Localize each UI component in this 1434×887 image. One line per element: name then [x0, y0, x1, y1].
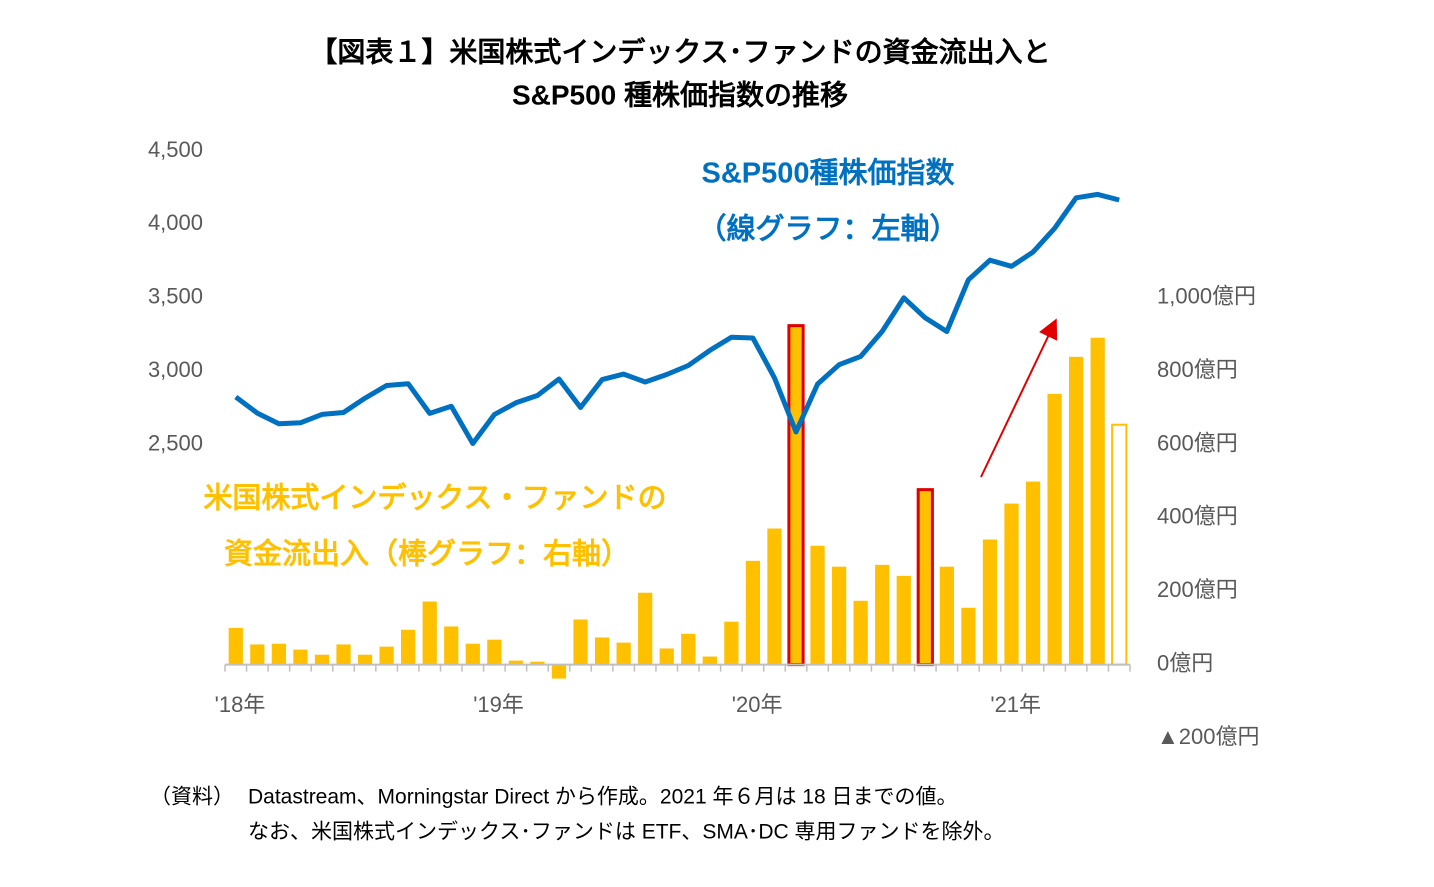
bar-annotation: 資金流出入（棒グラフ：右軸） — [224, 537, 630, 571]
source-text: Datastream、Morningstar Direct から作成。2021 … — [248, 786, 958, 809]
bar — [379, 646, 394, 665]
y2-tick-label: 200億円 — [1157, 577, 1238, 602]
bar — [939, 566, 954, 665]
bar — [487, 639, 502, 665]
bar — [787, 324, 805, 667]
bar-annotation: 米国株式インデックス・ファンドの — [203, 481, 666, 515]
bar — [573, 619, 588, 665]
y2-tick-label: 600億円 — [1157, 430, 1238, 455]
y2-tick-label: 0億円 — [1157, 650, 1213, 675]
line-annotation: （線グラフ：左軸） — [697, 212, 958, 246]
source-label: （資料） — [150, 786, 234, 809]
bar — [357, 654, 373, 665]
bar — [831, 566, 847, 665]
bar — [982, 539, 998, 665]
bar — [1004, 503, 1019, 665]
bar — [314, 654, 330, 665]
source-text: なお、米国株式インデックス･ファンドは ETF、SMA･DC 専用ファンドを除外… — [248, 821, 1005, 844]
bar — [916, 488, 934, 667]
bar — [1069, 356, 1084, 665]
bar — [271, 643, 286, 665]
x-tick-label: '19年 — [473, 692, 524, 717]
bar — [681, 633, 696, 665]
bar — [638, 592, 653, 665]
x-tick-label: '20年 — [732, 692, 783, 717]
bar — [875, 564, 890, 665]
y2-tick-label: 1,000億円 — [1157, 284, 1256, 309]
bar — [961, 607, 976, 665]
y-tick-label: 3,000 — [148, 357, 203, 382]
y2-tick-label: ▲200億円 — [1157, 724, 1259, 749]
bar — [810, 545, 825, 665]
x-tick-label: '21年 — [990, 692, 1041, 717]
y2-tick-label: 800億円 — [1157, 357, 1238, 382]
y-tick-label: 3,500 — [148, 284, 203, 309]
bar — [896, 575, 911, 665]
bar — [228, 627, 243, 665]
y-tick-label: 4,500 — [148, 137, 203, 162]
bar — [336, 644, 351, 665]
bar — [853, 600, 868, 665]
line-annotation: S&P500種株価指数 — [701, 157, 955, 190]
trend-arrow — [980, 318, 1058, 478]
chart-title: 【図表１】米国株式インデックス･ファンドの資金流出入と — [309, 35, 1050, 67]
bar — [594, 637, 610, 665]
bar — [724, 621, 739, 665]
bar — [465, 643, 480, 665]
bar — [1090, 337, 1105, 665]
bar — [508, 660, 524, 665]
bar — [659, 648, 674, 665]
bar — [422, 601, 437, 665]
bar — [401, 629, 416, 665]
bar — [250, 644, 265, 665]
bar — [1025, 481, 1041, 665]
y-tick-label: 2,500 — [148, 430, 203, 455]
y2-tick-label: 400億円 — [1157, 504, 1238, 529]
line — [234, 191, 1120, 446]
y-tick-label: 4,000 — [148, 210, 203, 235]
bar — [702, 656, 717, 665]
bar — [1047, 393, 1062, 665]
bar — [1111, 423, 1128, 666]
bar — [745, 560, 761, 665]
bar — [444, 626, 459, 665]
bar — [616, 642, 631, 665]
bar — [551, 664, 567, 679]
x-tick-label: '18年 — [215, 692, 266, 717]
bar — [293, 649, 308, 665]
bar — [530, 661, 545, 665]
bar — [767, 528, 782, 665]
chart-title: S&P500 種株価指数の推移 — [512, 79, 848, 110]
